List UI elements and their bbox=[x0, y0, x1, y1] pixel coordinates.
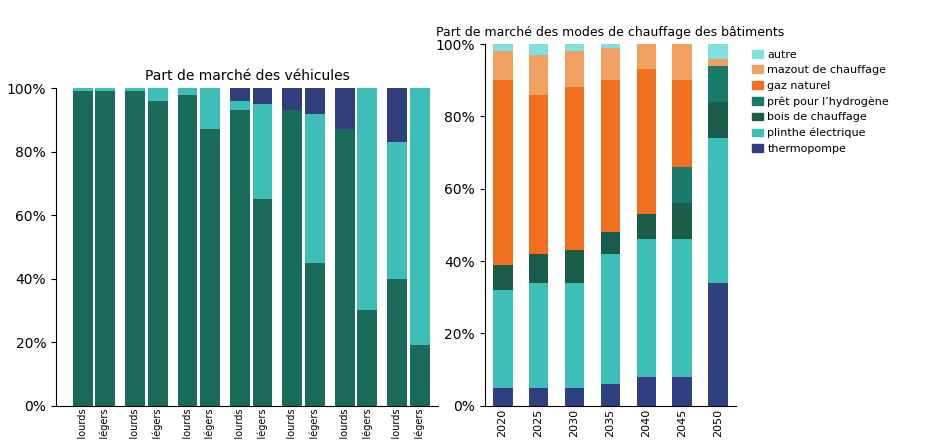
Bar bbox=[673, 239, 692, 377]
Bar bbox=[493, 290, 513, 388]
Bar bbox=[95, 91, 115, 406]
Legend: autre, mazout de chauffage, gaz naturel, prêt pour l’hydrogène, bois de chauffag: autre, mazout de chauffage, gaz naturel,… bbox=[752, 50, 889, 154]
Bar bbox=[708, 102, 728, 138]
Bar bbox=[528, 283, 548, 388]
Bar bbox=[528, 95, 548, 254]
Bar bbox=[600, 254, 621, 384]
Bar bbox=[708, 59, 728, 66]
Bar bbox=[388, 142, 407, 279]
Bar bbox=[673, 167, 692, 203]
Bar bbox=[600, 44, 621, 48]
Bar bbox=[493, 388, 513, 406]
Bar bbox=[125, 91, 145, 406]
Bar bbox=[200, 130, 220, 406]
Bar bbox=[335, 130, 355, 406]
Bar bbox=[637, 44, 656, 69]
Bar bbox=[493, 80, 513, 265]
Bar bbox=[305, 114, 324, 263]
Bar bbox=[230, 88, 250, 101]
Bar bbox=[600, 384, 621, 406]
Title: Part de marché des véhicules: Part de marché des véhicules bbox=[144, 69, 350, 83]
Bar bbox=[178, 88, 198, 94]
Bar bbox=[305, 88, 324, 114]
Bar bbox=[673, 203, 692, 239]
Bar bbox=[388, 279, 407, 406]
Bar bbox=[673, 44, 692, 80]
Bar bbox=[410, 88, 430, 345]
Bar bbox=[493, 265, 513, 290]
Bar bbox=[708, 283, 728, 406]
Bar bbox=[600, 80, 621, 232]
Bar bbox=[73, 88, 92, 91]
Bar bbox=[637, 214, 656, 239]
Bar bbox=[708, 138, 728, 283]
Bar bbox=[565, 250, 584, 283]
Bar bbox=[73, 91, 92, 406]
Bar bbox=[565, 87, 584, 250]
Bar bbox=[253, 199, 272, 406]
Bar bbox=[95, 88, 115, 91]
Bar bbox=[493, 44, 513, 51]
Bar bbox=[565, 283, 584, 388]
Bar bbox=[708, 66, 728, 102]
Bar bbox=[358, 88, 377, 310]
Bar bbox=[253, 88, 272, 104]
Bar bbox=[673, 377, 692, 406]
Bar bbox=[282, 88, 302, 110]
Bar bbox=[528, 44, 548, 55]
Bar bbox=[148, 101, 168, 406]
Bar bbox=[637, 69, 656, 214]
Bar bbox=[528, 55, 548, 95]
Bar bbox=[493, 51, 513, 80]
Bar bbox=[358, 310, 377, 406]
Bar bbox=[148, 88, 168, 101]
Bar bbox=[528, 388, 548, 406]
Bar bbox=[600, 232, 621, 254]
Bar bbox=[200, 88, 220, 130]
Bar bbox=[528, 254, 548, 283]
Bar bbox=[178, 94, 198, 406]
Bar bbox=[230, 110, 250, 406]
Bar bbox=[600, 48, 621, 80]
Bar bbox=[637, 377, 656, 406]
Title: Part de marché des modes de chauffage des bâtiments: Part de marché des modes de chauffage de… bbox=[436, 26, 785, 39]
Bar bbox=[388, 88, 407, 142]
Bar bbox=[637, 239, 656, 377]
Bar bbox=[565, 44, 584, 51]
Bar bbox=[253, 104, 272, 199]
Bar bbox=[282, 110, 302, 406]
Bar bbox=[305, 263, 324, 406]
Bar bbox=[335, 88, 355, 130]
Bar bbox=[125, 88, 145, 91]
Bar bbox=[673, 80, 692, 167]
Bar bbox=[708, 44, 728, 59]
Bar bbox=[230, 101, 250, 110]
Bar bbox=[565, 51, 584, 87]
Bar bbox=[410, 345, 430, 406]
Bar bbox=[565, 388, 584, 406]
